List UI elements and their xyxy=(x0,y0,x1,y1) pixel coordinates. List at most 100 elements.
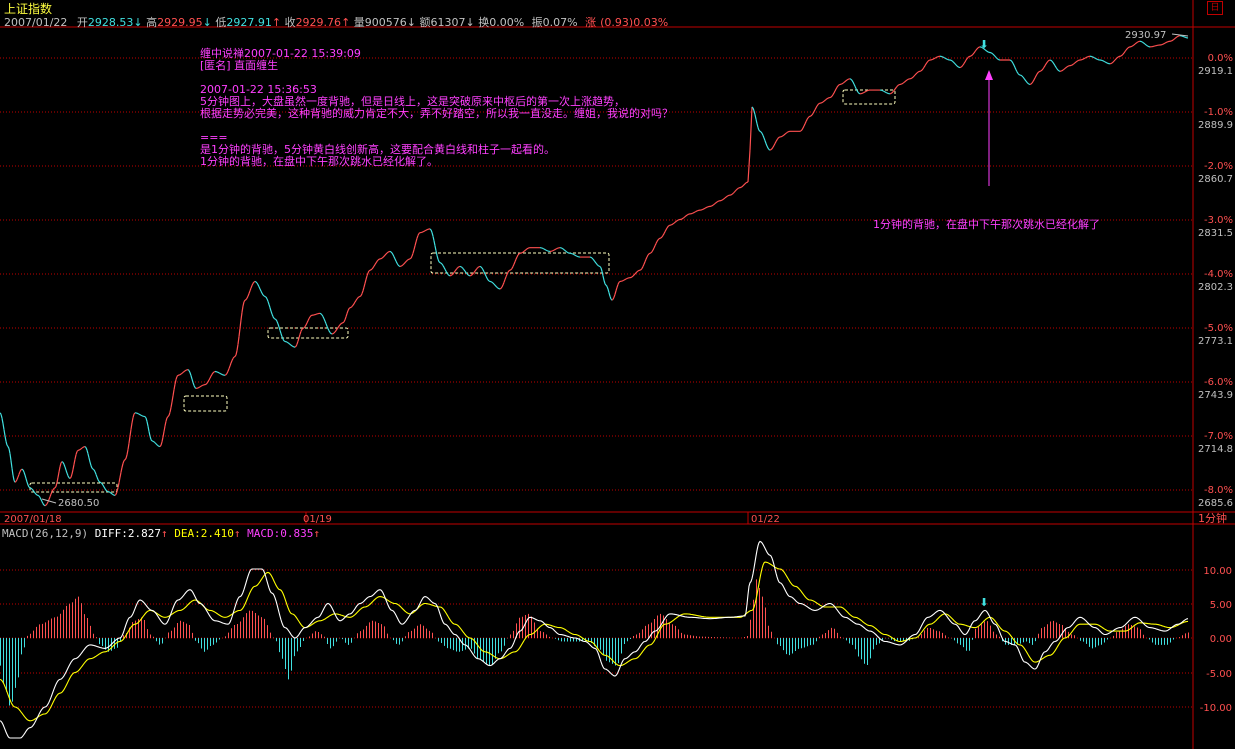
price-segment xyxy=(255,281,258,284)
price-segment xyxy=(110,492,113,495)
price-segment xyxy=(770,148,773,151)
price-segment xyxy=(715,201,718,204)
price-segment xyxy=(594,261,597,264)
price-segment xyxy=(630,276,633,279)
price-segment xyxy=(351,304,354,307)
price-segment xyxy=(75,451,78,455)
price-segment xyxy=(233,355,236,358)
price-segment xyxy=(42,503,45,506)
price-segment xyxy=(661,235,664,238)
price-segment xyxy=(1094,57,1097,60)
price-segment xyxy=(1173,38,1176,40)
price-segment xyxy=(320,313,323,316)
price-segment xyxy=(384,253,387,256)
price-segment xyxy=(640,268,643,271)
period-close-button[interactable]: 日 xyxy=(1207,1,1223,15)
price-segment xyxy=(156,444,159,447)
price-segment xyxy=(148,431,151,437)
price-segment xyxy=(759,130,762,133)
price-segment xyxy=(1014,67,1017,70)
price-segment xyxy=(754,114,757,120)
price-segment xyxy=(832,92,835,96)
price-segment xyxy=(345,313,348,318)
price-segment xyxy=(753,110,756,115)
price-segment xyxy=(274,318,277,321)
price-segment xyxy=(1062,68,1065,71)
price-segment xyxy=(0,412,2,415)
price-segment xyxy=(1122,52,1125,55)
price-segment xyxy=(450,274,453,277)
price-segment xyxy=(176,374,179,377)
price-segment xyxy=(325,323,328,327)
price-segment xyxy=(257,284,260,287)
price-segment xyxy=(703,207,706,210)
price-segment xyxy=(732,192,735,194)
price-segment xyxy=(1046,60,1049,63)
price-segment xyxy=(955,64,958,67)
price-segment xyxy=(656,239,659,242)
annotation-line: 是1分钟的背驰，5分钟黄白线创新高，这要配合黄白线和柱子一起看的。 xyxy=(200,143,555,156)
price-segment xyxy=(452,272,455,275)
price-segment xyxy=(114,493,117,496)
price-segment xyxy=(394,258,397,262)
price-segment xyxy=(783,133,786,136)
price-segment xyxy=(625,277,628,280)
price-segment xyxy=(353,301,356,305)
price-segment xyxy=(1102,60,1105,62)
price-segment xyxy=(376,259,379,262)
price-segment xyxy=(429,228,432,231)
price-segment xyxy=(169,407,172,413)
price-segment xyxy=(170,401,173,408)
price-segment xyxy=(416,235,419,239)
annotation-arrowhead-icon xyxy=(985,70,993,80)
price-segment xyxy=(246,295,249,299)
index-title: 上证指数 xyxy=(4,2,53,16)
price-segment xyxy=(95,474,98,478)
price-segment xyxy=(1051,60,1054,63)
price-segment xyxy=(1082,58,1085,60)
price-segment xyxy=(395,260,398,264)
price-segment xyxy=(447,274,450,276)
price-segment xyxy=(674,221,677,223)
price-segment xyxy=(230,360,233,364)
price-segment xyxy=(92,468,95,471)
price-segment xyxy=(297,337,300,342)
price-segment xyxy=(62,462,65,465)
price-segment xyxy=(603,280,606,284)
price-segment xyxy=(1011,61,1014,64)
price-segment xyxy=(147,426,150,432)
price-segment xyxy=(892,90,895,93)
price-segment xyxy=(744,182,747,185)
price-segment xyxy=(1022,76,1025,79)
price-segment xyxy=(673,221,676,224)
price-segment xyxy=(758,129,761,132)
price-segment xyxy=(942,56,945,59)
price-segment xyxy=(361,290,364,294)
price-segment xyxy=(97,479,100,482)
price-segment xyxy=(149,435,152,440)
price-segment xyxy=(842,81,845,84)
price-segment xyxy=(207,379,210,383)
price-segment xyxy=(1143,42,1146,45)
price-segment xyxy=(956,65,959,68)
price-segment xyxy=(1075,60,1078,63)
price-segment xyxy=(1134,42,1137,45)
price-segment xyxy=(109,491,112,494)
price-segment xyxy=(493,283,496,286)
price-segment xyxy=(1042,66,1045,70)
price-segment xyxy=(635,271,638,274)
price-segment xyxy=(756,123,759,128)
price-segment xyxy=(259,288,262,292)
price-segment xyxy=(712,203,715,206)
price-segment xyxy=(244,299,247,301)
price-segment xyxy=(253,280,256,283)
close-arrow: ↑ xyxy=(341,16,351,29)
price-segment xyxy=(745,181,748,184)
price-segment xyxy=(5,441,8,446)
price-segment xyxy=(166,416,169,419)
price-segment xyxy=(961,64,964,67)
price-segment xyxy=(664,229,667,232)
price-segment xyxy=(54,486,57,489)
price-segment xyxy=(685,214,688,217)
price-segment xyxy=(952,61,955,64)
